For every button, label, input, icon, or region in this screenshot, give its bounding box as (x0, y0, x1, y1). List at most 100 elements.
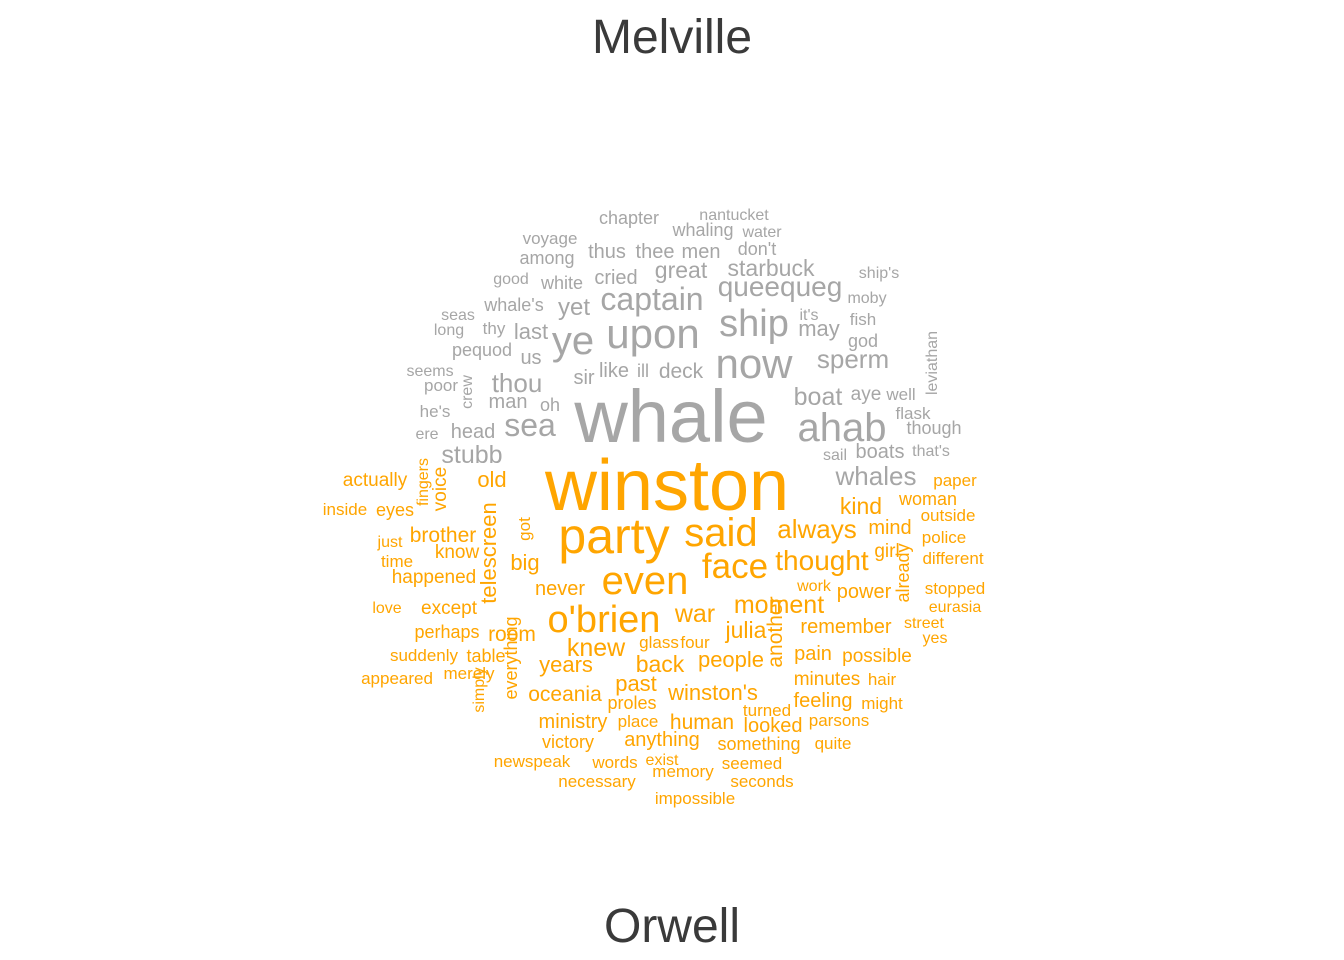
word-melville: nantucket (699, 207, 769, 224)
word-orwell: possible (842, 646, 912, 667)
word-orwell: hair (868, 670, 897, 689)
word-melville: now (715, 340, 793, 387)
word-orwell: winston's (667, 680, 758, 705)
word-orwell: said (684, 511, 757, 555)
word-melville: pequod (452, 340, 512, 360)
word-orwell: perhaps (414, 622, 479, 642)
word-melville: ship's (859, 265, 899, 282)
word-orwell: glass (639, 633, 679, 652)
word-melville: poor (424, 376, 458, 395)
word-orwell: kind (840, 493, 882, 519)
word-orwell: o'brien (548, 599, 661, 641)
word-orwell: room (488, 623, 536, 646)
word-melville: whale's (483, 295, 543, 315)
word-melville: water (741, 224, 782, 241)
word-orwell: always (777, 514, 856, 544)
word-melville: moby (847, 290, 886, 307)
word-orwell: ministry (539, 711, 608, 733)
word-melville: fish (850, 310, 876, 329)
word-melville: long (434, 322, 464, 339)
word-orwell: winston (544, 446, 789, 526)
word-melville: seas (441, 307, 475, 324)
word-orwell: face (702, 547, 768, 586)
word-orwell: knew (567, 634, 626, 662)
word-melville: whaling (671, 220, 733, 240)
word-orwell: suddenly (390, 646, 459, 665)
word-melville: though (906, 418, 961, 438)
word-orwell: quite (815, 734, 852, 753)
word-orwell: voice (430, 467, 451, 511)
word-orwell: know (435, 542, 480, 563)
word-orwell: years (539, 652, 593, 677)
word-orwell: stopped (925, 579, 986, 598)
word-orwell: power (837, 581, 892, 603)
word-melville: thou (492, 368, 543, 398)
word-orwell: parsons (809, 711, 869, 730)
word-orwell: yes (923, 630, 948, 647)
word-orwell: thought (775, 545, 869, 576)
word-melville: us (520, 347, 541, 369)
word-orwell: street (904, 615, 945, 632)
word-orwell: another (764, 596, 787, 667)
word-melville: ahab (798, 406, 887, 450)
word-orwell: julia (725, 617, 767, 643)
word-melville: queequeg (718, 271, 843, 302)
word-melville: seems (406, 363, 453, 380)
word-orwell: turned (743, 701, 791, 720)
word-orwell: inside (323, 500, 367, 519)
word-melville: he's (420, 402, 451, 421)
word-orwell: already (893, 543, 913, 602)
word-melville: sir (573, 367, 594, 389)
word-orwell: seemed (722, 754, 782, 773)
word-orwell: war (674, 600, 715, 628)
word-orwell: time (381, 552, 413, 571)
word-orwell: might (861, 694, 903, 713)
word-orwell: girl (874, 541, 899, 562)
word-melville: ere (415, 426, 438, 443)
word-melville: stubb (441, 441, 502, 469)
word-melville: boats (856, 441, 905, 463)
word-melville: great (655, 257, 708, 283)
word-orwell: everything (501, 616, 521, 699)
word-orwell: police (922, 528, 966, 547)
word-orwell: exist (646, 752, 679, 769)
word-orwell: paper (933, 471, 977, 490)
word-melville: captain (600, 281, 703, 317)
word-orwell: human (670, 711, 734, 734)
word-melville: man (489, 391, 528, 413)
word-melville: it's (799, 307, 818, 324)
word-melville: cried (594, 267, 637, 289)
word-melville: sea (504, 407, 556, 443)
word-melville: don't (738, 239, 776, 259)
word-melville: flask (896, 404, 931, 423)
word-orwell: actually (343, 470, 408, 491)
group-title-melville: Melville (591, 11, 753, 64)
word-melville: chapter (599, 208, 659, 228)
word-orwell: got (515, 517, 534, 541)
word-melville: ye (552, 319, 594, 363)
word-melville: upon (606, 310, 699, 357)
word-melville: thee (636, 241, 675, 263)
word-melville: thus (588, 241, 626, 263)
word-orwell: happened (392, 567, 477, 588)
word-orwell: love (372, 600, 401, 617)
word-melville: that's (912, 443, 950, 460)
word-orwell: place (618, 712, 659, 731)
word-melville: head (451, 421, 496, 443)
word-orwell: past (615, 671, 657, 696)
word-orwell: words (591, 753, 637, 772)
word-orwell: even (602, 559, 689, 603)
word-orwell: brother (410, 524, 477, 547)
word-orwell: big (510, 550, 539, 575)
word-orwell: looked (744, 715, 803, 737)
word-orwell: old (477, 467, 506, 492)
word-melville: well (885, 385, 915, 404)
word-melville: ship (719, 303, 789, 345)
word-orwell: necessary (558, 772, 636, 791)
word-melville: leviathan (924, 331, 941, 395)
word-orwell: except (421, 598, 478, 619)
word-orwell: outside (921, 506, 976, 525)
word-orwell: newspeak (494, 752, 571, 771)
word-melville: boat (794, 383, 843, 411)
